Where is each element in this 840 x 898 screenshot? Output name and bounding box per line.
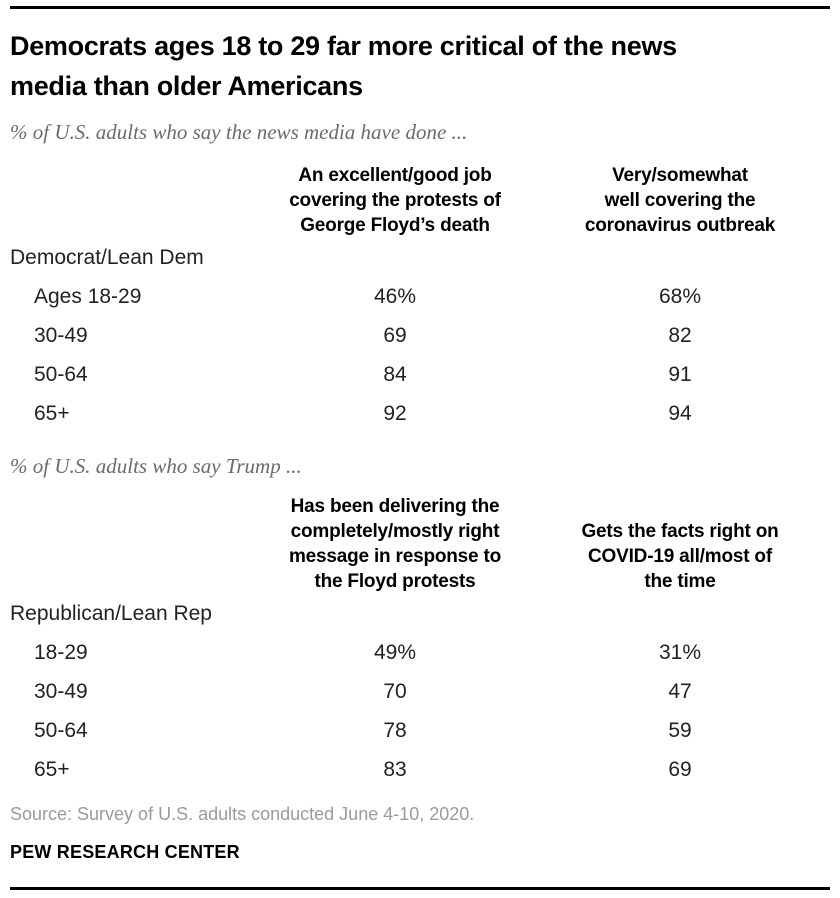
- table-row: 30-49 70 47: [10, 672, 830, 711]
- row-value: 47: [668, 679, 692, 703]
- row-label: 18-29: [34, 640, 88, 664]
- source-note: Source: Survey of U.S. adults conducted …: [10, 804, 475, 824]
- group-row: Democrat/Lean Dem: [10, 238, 830, 277]
- row-value: 83: [383, 757, 407, 781]
- table-row: 30-49 69 82: [10, 316, 830, 355]
- row-value: 46%: [373, 284, 417, 308]
- row-value: 94: [668, 401, 692, 425]
- row-label: 50-64: [34, 362, 88, 386]
- table-row: 65+ 92 94: [10, 394, 830, 433]
- group-label: Democrat/Lean Dem: [10, 245, 204, 269]
- section-democrats: % of U.S. adults who say the news media …: [10, 119, 830, 433]
- row-value: 49%: [373, 640, 417, 664]
- column-header: Gets the facts right on COVID-19 all/mos…: [581, 521, 779, 592]
- page-title: Democrats ages 18 to 29 far more critica…: [10, 31, 677, 101]
- table-row: 18-29 49% 31%: [10, 633, 830, 672]
- table-row: Ages 18-29 46% 68%: [10, 277, 830, 316]
- row-label: 65+: [34, 401, 70, 425]
- row-value: 84: [383, 362, 407, 386]
- row-label: 30-49: [34, 679, 88, 703]
- group-row: Republican/Lean Rep: [10, 594, 830, 633]
- row-value: 69: [383, 323, 407, 347]
- bottom-rule: [10, 887, 830, 890]
- table-row: 50-64 84 91: [10, 355, 830, 394]
- row-label: Ages 18-29: [34, 284, 142, 308]
- row-label: 65+: [34, 757, 70, 781]
- row-label: 50-64: [34, 718, 88, 742]
- row-value: 91: [668, 362, 692, 386]
- row-value: 68%: [658, 284, 702, 308]
- column-header: Has been delivering the completely/mostl…: [288, 496, 502, 592]
- top-rule: [10, 6, 830, 9]
- section-subtitle: % of U.S. adults who say the news media …: [10, 120, 468, 144]
- column-header: Very/somewhat well covering the coronavi…: [584, 165, 776, 236]
- section-republicans: % of U.S. adults who say Trump ... Has b…: [10, 453, 830, 789]
- row-value: 92: [383, 401, 407, 425]
- row-value: 31%: [658, 640, 702, 664]
- brand-name: PEW RESEARCH CENTER: [10, 842, 240, 862]
- table-header-row: Has been delivering the completely/mostl…: [10, 494, 830, 594]
- row-value: 69: [668, 757, 692, 781]
- table-row: 50-64 78 59: [10, 711, 830, 750]
- row-value: 82: [668, 323, 692, 347]
- group-label: Republican/Lean Rep: [10, 601, 212, 625]
- row-value: 59: [668, 718, 692, 742]
- row-value: 78: [383, 718, 407, 742]
- column-header: An excellent/good job covering the prote…: [289, 165, 501, 236]
- table-header-row: An excellent/good job covering the prote…: [10, 163, 830, 238]
- table-row: 65+ 83 69: [10, 750, 830, 789]
- row-label: 30-49: [34, 323, 88, 347]
- section-subtitle: % of U.S. adults who say Trump ...: [10, 454, 302, 478]
- row-value: 70: [383, 679, 407, 703]
